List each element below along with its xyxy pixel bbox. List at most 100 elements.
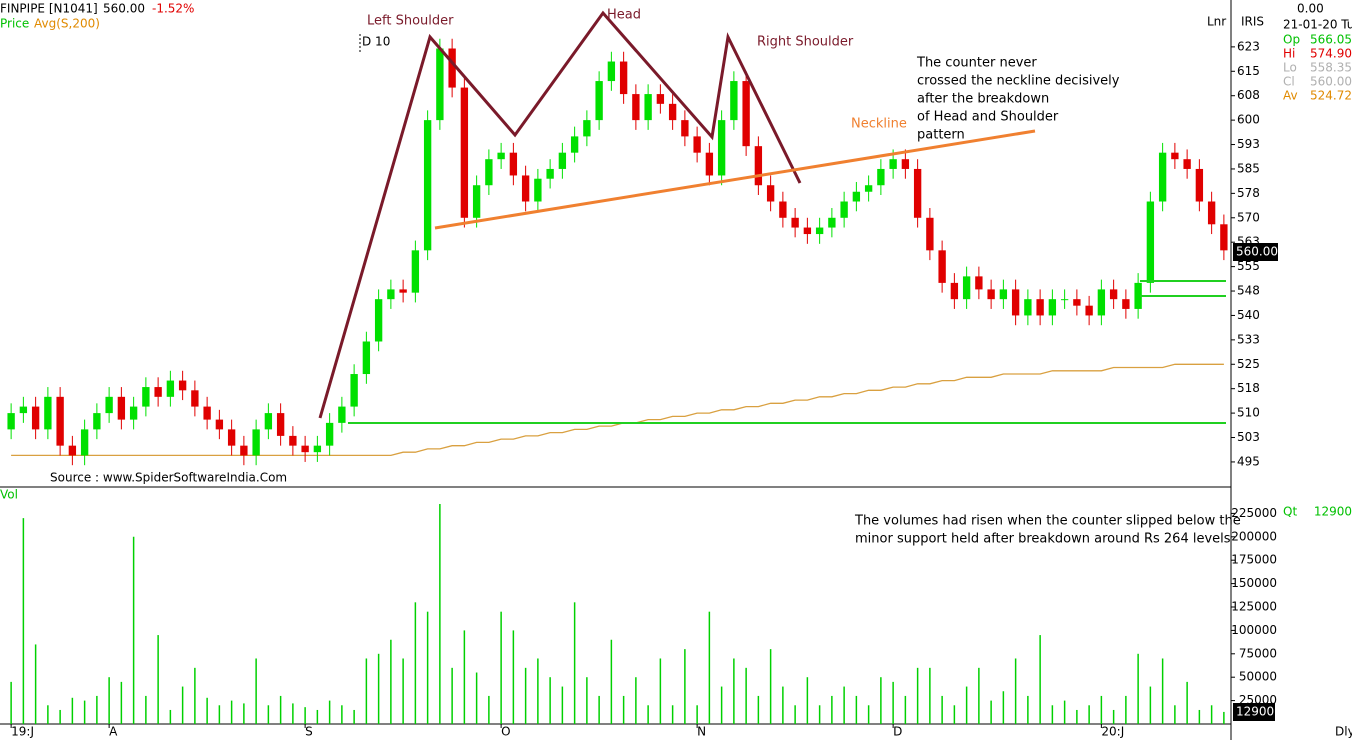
candle-body <box>815 227 824 235</box>
y-tick-label: 503 <box>1237 430 1260 444</box>
symbol: FINPIPE [N1041] <box>0 2 98 16</box>
y-tick-label: 600 <box>1237 113 1260 127</box>
candle-body <box>546 168 554 179</box>
close: 560.00 <box>103 2 145 16</box>
avg-label: Avg(S,200) <box>34 17 100 31</box>
y-tick-label: 518 <box>1237 381 1260 395</box>
candle-body <box>962 276 971 300</box>
info-label: Cl <box>1283 75 1295 89</box>
candle-body <box>19 406 28 414</box>
candle-body <box>730 81 738 121</box>
note: The volumes had risen when the counter s… <box>854 514 1241 529</box>
candle-body <box>44 396 52 430</box>
candle-body <box>301 445 309 453</box>
candle-body <box>497 152 505 160</box>
info-value: 524.72 <box>1310 89 1352 103</box>
candle-body <box>791 217 799 228</box>
info-title: IRIS <box>1241 15 1264 29</box>
candle-body <box>31 406 40 430</box>
x-tick-label: A <box>109 725 118 739</box>
y-tick-label: 615 <box>1237 64 1260 78</box>
annotation: Head <box>607 8 641 23</box>
candle-body <box>644 94 652 121</box>
candle-body <box>460 87 469 218</box>
last-volume-box <box>1233 703 1275 721</box>
x-tick-label: 20:J <box>1101 725 1124 739</box>
last-volume: 12900 <box>1236 705 1274 719</box>
candle-body <box>705 152 714 176</box>
candle-body <box>521 175 530 202</box>
candle-body <box>693 136 701 153</box>
x-tick-label: D <box>893 725 902 739</box>
y-tick-label: 533 <box>1237 332 1260 346</box>
candle-body <box>766 185 775 202</box>
candle-body <box>1085 305 1093 316</box>
candle-body <box>742 81 750 147</box>
candle-body <box>68 445 77 456</box>
y-tick-label: 548 <box>1237 284 1260 298</box>
candle-body <box>987 289 995 300</box>
change: -1.52% <box>152 2 194 16</box>
candle-body <box>1097 289 1106 316</box>
candle-body <box>264 413 273 430</box>
candle-body <box>338 406 346 423</box>
info-label: Lo <box>1283 61 1297 75</box>
note: crossed the neckline decisively <box>917 74 1120 89</box>
candle-body <box>558 152 567 169</box>
candle-body <box>56 396 64 446</box>
candle-body <box>901 159 910 169</box>
candle-body <box>350 374 358 407</box>
x-tick-label: 19:J <box>11 725 34 739</box>
candle-body <box>472 185 481 218</box>
info-value: 558.35 <box>1310 61 1352 75</box>
y-tick-label: 555 <box>1237 259 1260 273</box>
candle-body <box>240 445 248 456</box>
info-label: Hi <box>1283 47 1295 61</box>
y-tick-label: 150000 <box>1231 576 1277 590</box>
candle-body <box>999 289 1008 300</box>
info-value: 566.05 <box>1310 33 1352 47</box>
source: Source : www.SpiderSoftwareIndia.Com <box>50 471 287 485</box>
annotation: Left Shoulder <box>367 14 454 29</box>
candle-body <box>717 120 726 176</box>
info-label: Av <box>1283 89 1298 103</box>
candle-body <box>93 413 101 430</box>
y-tick-label: 225000 <box>1231 506 1277 520</box>
candle-body <box>215 419 224 430</box>
y-tick-label: 510 <box>1237 406 1260 420</box>
y-tick-label: 578 <box>1237 186 1260 200</box>
candle-body <box>276 413 285 436</box>
note: after the breakdown <box>917 92 1049 107</box>
y-tick-label: 50000 <box>1239 670 1277 684</box>
candle-body <box>105 396 113 414</box>
y-tick-label: 75000 <box>1239 646 1277 660</box>
x-tick-label: S <box>305 725 313 739</box>
neckline <box>434 129 1036 230</box>
candle-body <box>1146 201 1155 283</box>
candle-body <box>7 413 15 430</box>
info-value: 0.00 <box>1297 2 1324 16</box>
candle-body <box>595 81 603 121</box>
candle-body <box>1024 299 1032 316</box>
pattern-line <box>318 10 802 419</box>
candle-body <box>1109 289 1118 300</box>
x-tick-label: O <box>501 725 510 739</box>
y-tick-label: 585 <box>1237 161 1260 175</box>
average-line <box>11 363 1224 457</box>
candle-body <box>681 120 689 137</box>
candle-body <box>779 201 787 218</box>
candle-body <box>374 299 383 342</box>
candle-body <box>828 217 836 228</box>
candle-body <box>436 48 444 121</box>
candle-body <box>154 387 162 397</box>
candle-body <box>1158 152 1167 202</box>
candle-body <box>534 178 542 202</box>
candle-body <box>289 435 297 446</box>
qt-label: Qt <box>1283 505 1297 519</box>
y-tick-label: 525 <box>1237 357 1260 371</box>
candle-body <box>117 396 126 420</box>
last-price: 560.00 <box>1236 245 1278 259</box>
qt-value: 12900 <box>1314 505 1352 519</box>
